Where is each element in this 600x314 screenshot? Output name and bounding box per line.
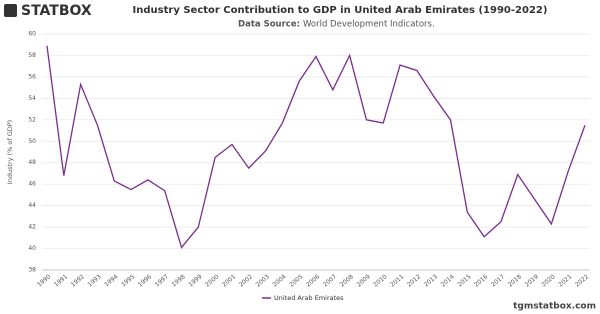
x-tick-label: 2009 xyxy=(355,273,371,288)
x-tick-label: 2002 xyxy=(238,273,254,288)
y-tick-label: 52 xyxy=(28,116,36,123)
y-tick-label: 56 xyxy=(28,73,36,80)
x-tick-label: 1994 xyxy=(103,273,119,288)
logo-icon xyxy=(4,4,17,17)
x-tick-label: 2013 xyxy=(423,273,439,288)
x-tick-label: 2016 xyxy=(473,273,489,288)
x-tick-label: 1998 xyxy=(171,273,187,288)
x-tick-label: 2001 xyxy=(221,273,237,288)
chart-title: Industry Sector Contribution to GDP in U… xyxy=(133,5,548,16)
brand: STATBOX xyxy=(21,3,92,19)
y-tick-label: 46 xyxy=(28,181,36,188)
x-tick-label: 2012 xyxy=(406,273,422,288)
y-axis-label: Industry (% of GDP) xyxy=(6,120,14,184)
x-tick-label: 2014 xyxy=(440,273,456,288)
x-tick-label: 2018 xyxy=(507,273,523,288)
x-tick-label: 2004 xyxy=(271,273,287,288)
source: World Development Indicators. xyxy=(303,20,435,30)
x-tick-label: 2006 xyxy=(305,273,321,288)
y-tick-label: 54 xyxy=(28,95,36,102)
x-tick-label: 2000 xyxy=(204,273,220,288)
x-tick-label: 1990 xyxy=(36,273,52,288)
x-tick-label: 1997 xyxy=(154,273,170,288)
x-tick-label: 2017 xyxy=(490,273,506,288)
x-tick-label: 1995 xyxy=(120,273,136,288)
x-tick-label: 2022 xyxy=(574,273,590,288)
x-tick-label: 2019 xyxy=(524,273,540,288)
x-tick-label: 2011 xyxy=(389,273,405,288)
y-tick-label: 38 xyxy=(28,267,36,274)
x-tick-label: 2007 xyxy=(322,273,338,288)
x-tick-label: 2010 xyxy=(372,273,388,288)
x-tick-label: 1991 xyxy=(53,273,69,288)
x-tick-label: 1993 xyxy=(86,273,102,288)
y-tick-label: 60 xyxy=(28,31,36,38)
x-tick-label: 2015 xyxy=(456,273,472,288)
y-tick-label: 42 xyxy=(28,224,36,231)
x-tick-label: 2020 xyxy=(540,273,556,288)
legend-label: United Arab Emirates xyxy=(274,294,344,302)
x-tick-label: 1996 xyxy=(137,273,153,288)
x-tick-label: 1999 xyxy=(187,273,203,288)
line-series xyxy=(46,45,586,249)
footer: tgmstatbox.com xyxy=(513,302,596,312)
x-tick-label: 2005 xyxy=(288,273,304,288)
y-tick-label: 40 xyxy=(28,245,36,252)
x-tick-label: 2003 xyxy=(255,273,271,288)
y-tick-label: 48 xyxy=(28,159,36,166)
y-tick-label: 50 xyxy=(28,138,36,145)
x-tick-label: 1992 xyxy=(70,273,86,288)
x-tick-label: 2021 xyxy=(557,273,573,288)
x-tick-label: 2008 xyxy=(339,273,355,288)
y-tick-label: 44 xyxy=(28,202,36,209)
source-label: Data Source: xyxy=(238,20,300,30)
y-tick-label: 58 xyxy=(28,52,36,59)
